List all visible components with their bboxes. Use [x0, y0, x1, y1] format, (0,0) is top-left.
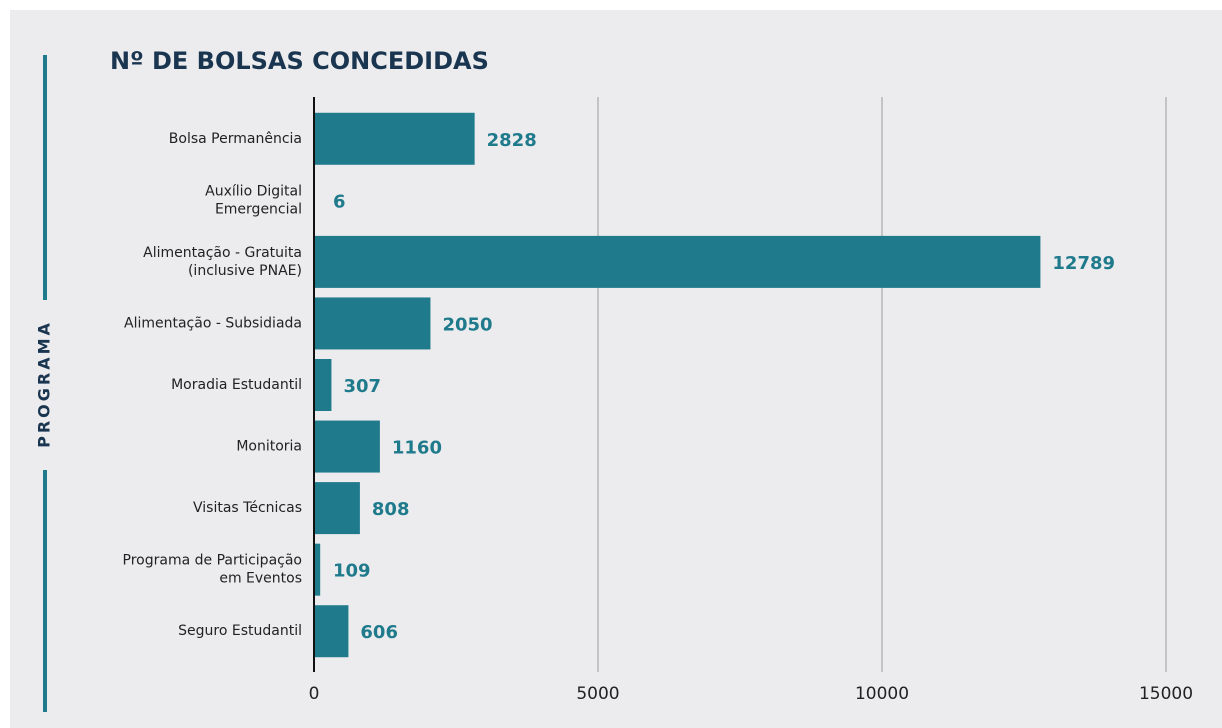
bar [314, 605, 349, 658]
x-tick-label: 0 [309, 684, 320, 704]
y-tick-label: Monitoria [236, 439, 302, 455]
value-label: 2050 [442, 314, 492, 335]
y-tick-label: Programa de Participação em Eventos [123, 553, 302, 587]
bar [314, 235, 1041, 288]
value-label: 2828 [487, 130, 537, 151]
value-label: 307 [343, 376, 381, 397]
value-label: 109 [333, 561, 371, 582]
y-tick-label: Alimentação - Gratuita (inclusive PNAE) [143, 245, 302, 279]
bar [314, 482, 360, 535]
bar [314, 543, 321, 596]
bar [314, 297, 431, 350]
y-tick-label: Moradia Estudantil [171, 377, 302, 393]
bar [314, 420, 380, 473]
chart-title: Nº DE BOLSAS CONCEDIDAS [110, 47, 489, 75]
value-label: 12789 [1052, 253, 1115, 274]
value-label: 606 [360, 622, 398, 643]
bar [314, 359, 332, 411]
y-tick-label: Alimentação - Subsidiada [124, 315, 302, 331]
x-tick-label: 10000 [855, 684, 909, 704]
panel [10, 10, 1222, 728]
x-tick-label: 15000 [1139, 684, 1193, 704]
y-tick-label: Seguro Estudantil [178, 623, 302, 639]
y-axis-label: PROGRAMA [35, 320, 54, 448]
value-label: 808 [372, 499, 410, 520]
y-tick-label: Bolsa Permanência [169, 131, 302, 147]
value-label: 6 [333, 191, 346, 212]
y-tick-label: Visitas Técnicas [193, 500, 302, 516]
bar [314, 112, 475, 165]
y-tick-label: Auxílio Digital Emergencial [205, 183, 302, 217]
x-tick-label: 5000 [576, 684, 619, 704]
value-label: 1160 [392, 438, 442, 459]
